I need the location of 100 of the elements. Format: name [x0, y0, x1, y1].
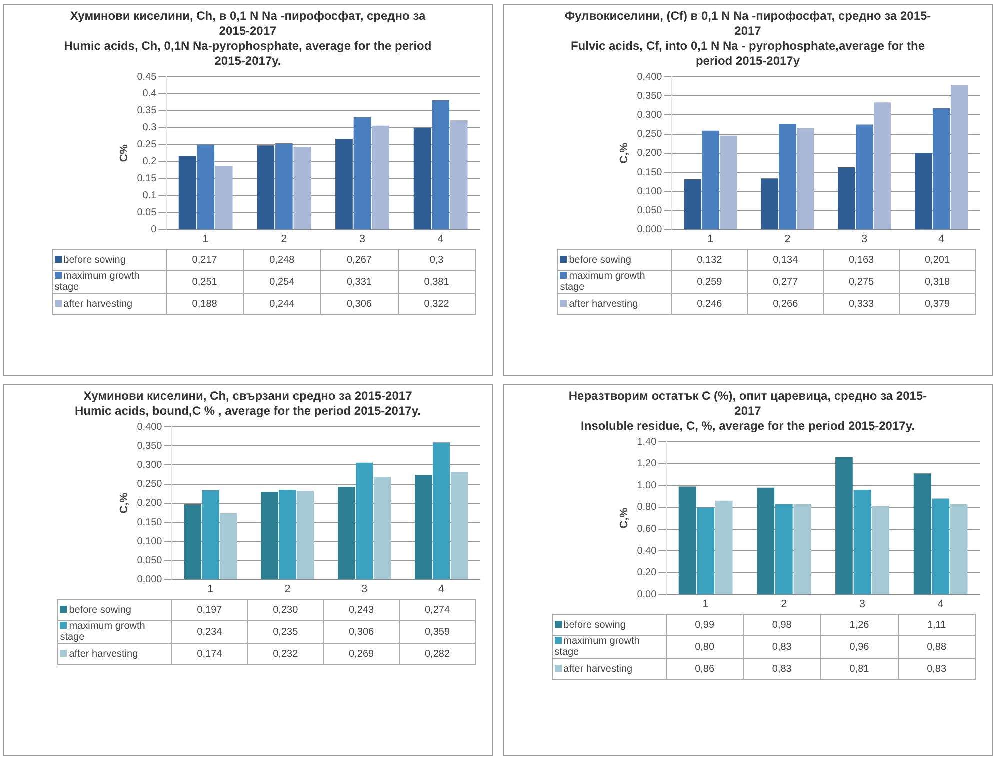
y-tick-label: 0,300	[637, 110, 663, 121]
bar	[914, 474, 932, 594]
bar	[275, 144, 293, 230]
y-tick-label: 0,40	[637, 546, 658, 557]
data-label: 0,274	[400, 600, 476, 620]
chart-title: Хуминови киселини, Ch, свързани средно за 2015-2017	[82, 388, 414, 404]
y-tick-label: 0.1	[142, 190, 158, 202]
bar	[415, 475, 432, 580]
y-tick-label: 0.4	[142, 88, 158, 100]
y-tick-label: 0,250	[637, 129, 663, 140]
data-label: 0,322	[398, 294, 476, 314]
x-tick-label: 3	[862, 233, 868, 246]
x-tick-label: 2	[784, 233, 791, 246]
data-label: 0,318	[900, 270, 976, 294]
chart-subtitle: Fulvic acids, Cf, into 0,1 N Na - pyrophosphate,average for the period 2015-2017y	[570, 39, 926, 69]
y-tick-label: 0.25	[137, 140, 158, 151]
legend-label: after harvesting	[558, 294, 672, 314]
bar	[215, 166, 233, 230]
bar	[715, 500, 733, 594]
bar	[872, 506, 890, 594]
chart-title: Неразтворим остатък С (%), опит царевица, средно за 2015-2017	[568, 388, 928, 419]
bar	[220, 513, 238, 580]
bar	[336, 139, 353, 230]
data-label: 0,3	[398, 250, 476, 270]
bar	[697, 507, 715, 594]
legend-label: before sowing	[52, 250, 166, 270]
bar	[279, 490, 296, 580]
bar	[356, 462, 374, 580]
bar	[433, 442, 450, 580]
data-label: 0,235	[248, 620, 324, 644]
bar	[836, 457, 853, 594]
data-label: 0,230	[248, 600, 324, 620]
data-label: 0,132	[672, 250, 748, 270]
x-tick-label: 3	[359, 233, 366, 246]
data-label: 0,81	[820, 658, 898, 680]
data-label: 0,266	[748, 294, 824, 314]
bar	[933, 108, 950, 230]
y-tick-label: 1,20	[637, 458, 658, 470]
bar	[797, 128, 814, 230]
bar	[202, 490, 220, 580]
bar	[297, 491, 314, 580]
y-tick-label: 0,400	[637, 72, 663, 83]
data-label: 0,243	[324, 600, 400, 620]
data-label: 0,86	[666, 658, 744, 680]
bar	[338, 486, 356, 580]
x-tick-label: 3	[859, 598, 866, 610]
data-label: 0,331	[320, 270, 398, 294]
y-axis-title: C,%	[118, 492, 131, 514]
bar	[950, 85, 968, 230]
bar	[178, 156, 196, 230]
y-tick-label: 0,050	[637, 205, 663, 216]
data-label: 0,188	[166, 294, 244, 314]
bar	[757, 488, 775, 594]
y-tick-label: 0,400	[137, 422, 163, 433]
data-label: 0,277	[748, 270, 824, 294]
legend-label: before sowing	[552, 614, 666, 636]
data-label: 0,254	[243, 270, 321, 294]
x-tick-label: 3	[362, 583, 368, 596]
bar	[684, 179, 702, 230]
legend-label: maximum growth stage	[558, 270, 672, 294]
x-tick-label: 4	[438, 233, 444, 246]
data-label: 0,246	[672, 294, 748, 314]
data-label: 0,134	[748, 250, 824, 270]
data-label: 0,174	[172, 644, 248, 664]
bar	[932, 498, 950, 594]
bar	[702, 130, 720, 230]
data-label: 0,269	[324, 644, 400, 664]
x-tick-label: 2	[781, 598, 788, 610]
x-tick-label: 4	[438, 583, 445, 596]
chart-title: Хуминови киселини, Ch, в 0,1 N Na -пирофосфат, средно за 2015-2017	[69, 8, 427, 39]
bar	[915, 153, 932, 230]
y-tick-label: 0,350	[637, 90, 663, 102]
x-tick-label: 2	[284, 583, 291, 596]
bar	[720, 136, 738, 230]
bar	[838, 168, 856, 230]
x-tick-label: 4	[938, 598, 944, 610]
data-label: 0,244	[243, 294, 321, 314]
bar	[794, 504, 812, 594]
legend-label: maximum growth stage	[552, 636, 666, 658]
y-tick-label: 0,350	[137, 440, 163, 452]
y-tick-label: 0.35	[137, 106, 158, 117]
data-label: 0,217	[166, 250, 244, 270]
data-label: 0,234	[172, 620, 248, 644]
data-label: 0,359	[400, 620, 476, 644]
bar	[374, 477, 392, 580]
bar	[261, 492, 278, 580]
bar	[678, 486, 696, 594]
data-label: 0,381	[398, 270, 476, 294]
data-label: 0,259	[672, 270, 748, 294]
bar	[779, 124, 796, 230]
x-tick-label: 4	[938, 233, 945, 246]
data-label: 0,306	[324, 620, 400, 644]
data-label: 0,83	[743, 636, 821, 658]
bar	[414, 128, 432, 230]
bar	[761, 178, 778, 230]
y-tick-label: 0,20	[637, 568, 658, 579]
bar	[372, 126, 390, 230]
data-label: 0,163	[824, 250, 900, 270]
y-tick-label: 0,150	[137, 517, 163, 528]
data-label: 0,197	[172, 600, 248, 620]
